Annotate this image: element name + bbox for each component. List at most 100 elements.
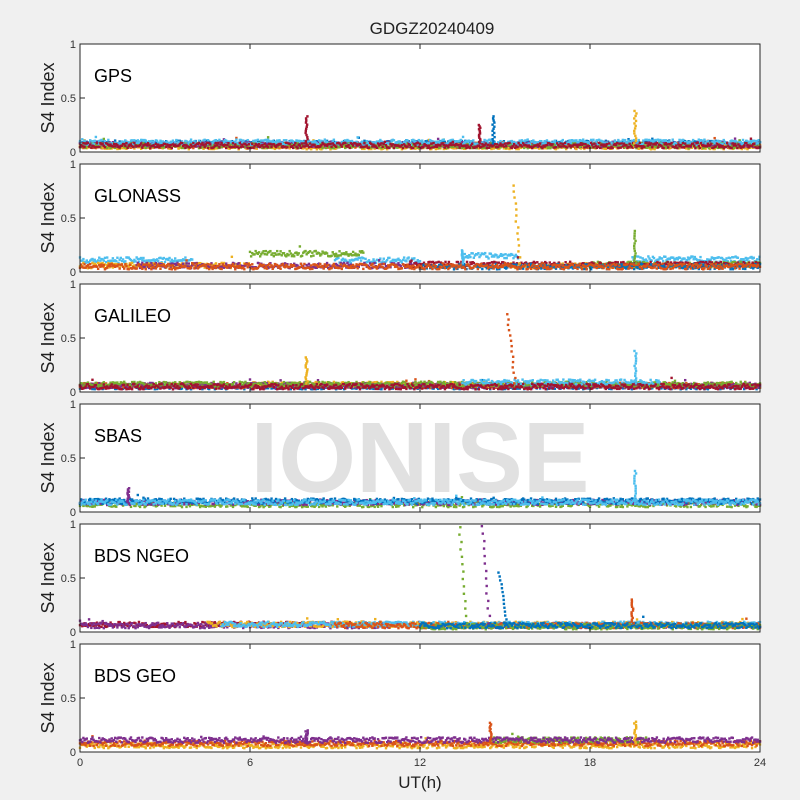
point [628, 142, 631, 146]
point [401, 258, 405, 262]
point [667, 146, 670, 149]
point [402, 256, 406, 259]
point [91, 257, 94, 261]
point [124, 260, 127, 263]
point [234, 140, 237, 143]
point [486, 143, 490, 146]
point [725, 141, 729, 145]
point [261, 143, 264, 147]
point [348, 259, 351, 262]
point [206, 146, 210, 150]
point [654, 140, 657, 143]
point [596, 145, 600, 149]
point [733, 137, 737, 140]
point [141, 259, 144, 262]
point [406, 139, 409, 142]
point [306, 138, 309, 141]
point [458, 146, 461, 149]
point [121, 146, 125, 150]
point [748, 144, 751, 148]
point [183, 143, 186, 146]
point [391, 143, 394, 146]
point [152, 140, 155, 143]
point [645, 138, 648, 141]
point [382, 257, 385, 260]
point [133, 139, 136, 142]
point [491, 129, 494, 133]
point [646, 144, 649, 147]
point [491, 123, 494, 126]
point [388, 256, 391, 260]
point [442, 138, 445, 141]
point [665, 143, 669, 146]
point [492, 115, 495, 118]
point [121, 258, 125, 261]
point [714, 256, 717, 260]
point [696, 141, 699, 145]
point [163, 260, 167, 264]
point [144, 146, 147, 150]
point [168, 256, 171, 260]
point [692, 258, 695, 261]
point [487, 146, 491, 149]
point [96, 259, 100, 262]
point [493, 125, 496, 128]
point [225, 139, 228, 142]
point [569, 141, 572, 144]
point [694, 146, 697, 150]
point [231, 142, 235, 145]
point [511, 253, 514, 257]
point [302, 147, 305, 150]
point [89, 139, 92, 142]
point [637, 147, 640, 150]
point [159, 256, 162, 260]
point [559, 142, 562, 145]
point [463, 252, 466, 256]
point [304, 117, 308, 120]
point [724, 145, 728, 149]
point [713, 136, 716, 140]
point [634, 124, 637, 128]
point [469, 140, 473, 143]
point [141, 146, 144, 149]
point [647, 255, 650, 258]
point [703, 138, 706, 141]
point [225, 262, 228, 265]
point [103, 256, 107, 260]
point [356, 136, 359, 139]
point [107, 138, 110, 142]
point [625, 144, 628, 147]
point [431, 146, 434, 149]
point [155, 139, 159, 143]
point [142, 256, 145, 260]
point [681, 138, 685, 142]
point [298, 144, 302, 147]
point [305, 119, 308, 122]
point [543, 139, 546, 143]
point [256, 138, 260, 142]
point [698, 146, 702, 150]
point [508, 141, 511, 145]
point [110, 259, 113, 263]
point [192, 141, 195, 145]
point [384, 144, 388, 147]
point [427, 141, 431, 145]
y-tick-label: 1 [70, 39, 76, 51]
point [597, 141, 601, 145]
point [406, 145, 409, 148]
point [714, 145, 717, 148]
point [313, 143, 316, 147]
point [305, 133, 308, 137]
point [480, 145, 483, 149]
point [716, 143, 720, 146]
point [230, 255, 234, 259]
point [691, 255, 694, 258]
point [617, 146, 620, 150]
point [678, 138, 681, 142]
point [619, 146, 622, 149]
point [183, 259, 186, 262]
point [300, 142, 304, 145]
point [662, 146, 665, 150]
point [745, 139, 748, 142]
point [517, 147, 520, 151]
